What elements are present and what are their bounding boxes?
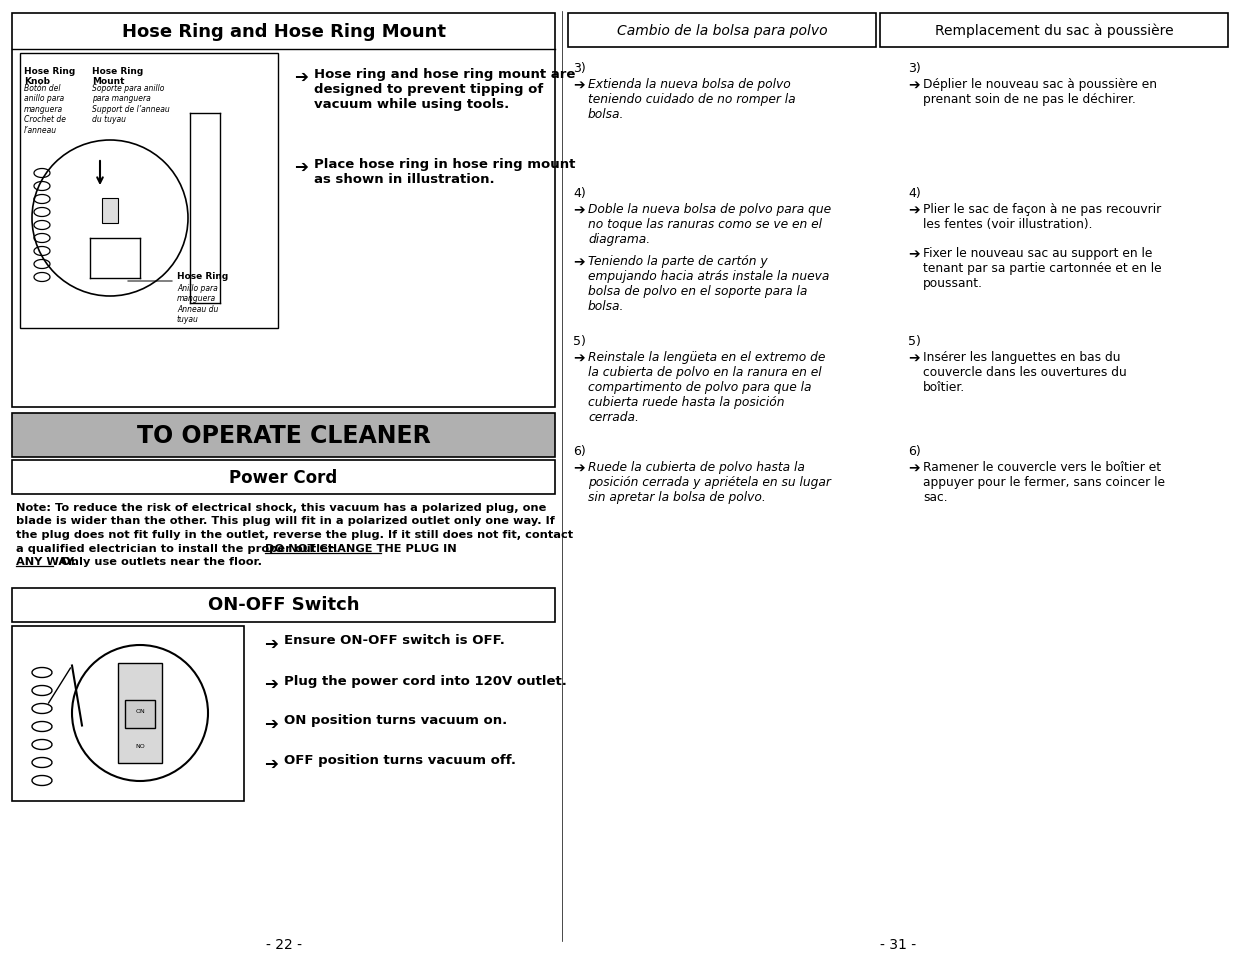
Text: ➔: ➔	[573, 254, 584, 269]
Bar	[125, 700, 156, 728]
Text: Ramener le couvercle vers le boîtier et
appuyer pour le fermer, sans coincer le
: Ramener le couvercle vers le boîtier et …	[923, 460, 1165, 503]
Bar	[881, 14, 1228, 48]
Text: ➔: ➔	[908, 247, 920, 261]
Circle shape	[32, 141, 188, 296]
Text: 5): 5)	[908, 335, 921, 348]
Bar	[12, 414, 555, 457]
Text: ➔: ➔	[294, 158, 308, 175]
Bar	[568, 14, 876, 48]
Text: ➔: ➔	[573, 460, 584, 475]
Text: Plug the power cord into 120V outlet.: Plug the power cord into 120V outlet.	[284, 674, 567, 687]
Text: 4): 4)	[908, 187, 921, 200]
Text: Extienda la nueva bolsa de polvo
teniendo cuidado de no romper la
bolsa.: Extienda la nueva bolsa de polvo teniend…	[588, 78, 795, 121]
Text: ➔: ➔	[264, 674, 278, 692]
Bar	[103, 199, 119, 224]
Text: ➔: ➔	[264, 754, 278, 772]
Text: 6): 6)	[908, 444, 921, 457]
Text: ➔: ➔	[573, 78, 584, 91]
Text: Place hose ring in hose ring mount
as shown in illustration.: Place hose ring in hose ring mount as sh…	[314, 158, 576, 186]
Text: Doble la nueva bolsa de polvo para que
no toque las ranuras como se ve en el
dia: Doble la nueva bolsa de polvo para que n…	[588, 203, 831, 246]
Text: Cambio de la bolsa para polvo: Cambio de la bolsa para polvo	[616, 24, 827, 38]
Text: 3): 3)	[573, 62, 585, 75]
Text: ➔: ➔	[908, 351, 920, 365]
Text: Remplacement du sac à poussière: Remplacement du sac à poussière	[935, 24, 1173, 38]
Text: DO NOT CHANGE THE PLUG IN: DO NOT CHANGE THE PLUG IN	[266, 543, 457, 553]
Text: ➔: ➔	[294, 68, 308, 86]
Text: ➔: ➔	[573, 351, 584, 365]
Text: Reinstale la lengüeta en el extremo de
la cubierta de polvo en la ranura en el
c: Reinstale la lengüeta en el extremo de l…	[588, 351, 825, 423]
Text: Plier le sac de façon à ne pas recouvrir
les fentes (voir illustration).: Plier le sac de façon à ne pas recouvrir…	[923, 203, 1161, 231]
Text: blade is wider than the other. This plug will fit in a polarized outlet only one: blade is wider than the other. This plug…	[16, 516, 555, 526]
Text: 5): 5)	[573, 335, 585, 348]
Text: 3): 3)	[908, 62, 921, 75]
Text: Hose Ring
Knob: Hose Ring Knob	[23, 67, 75, 87]
Text: TO OPERATE CLEANER: TO OPERATE CLEANER	[137, 423, 430, 448]
Text: ANY WAY.: ANY WAY.	[16, 557, 77, 566]
Text: ➔: ➔	[573, 203, 584, 216]
Bar	[12, 626, 245, 801]
Text: 4): 4)	[573, 187, 585, 200]
Text: ➔: ➔	[908, 460, 920, 475]
Text: Hose Ring
Mount: Hose Ring Mount	[91, 67, 143, 87]
Text: Fixer le nouveau sac au support en le
tenant par sa partie cartonnée et en le
po: Fixer le nouveau sac au support en le te…	[923, 247, 1162, 290]
Bar	[20, 54, 278, 329]
Text: Déplier le nouveau sac à poussière en
prenant soin de ne pas le déchirer.: Déplier le nouveau sac à poussière en pr…	[923, 78, 1157, 106]
Text: Botón del
anillo para
manguera
Crochet de
l’anneau: Botón del anillo para manguera Crochet d…	[23, 84, 65, 134]
Text: Ruede la cubierta de polvo hasta la
posición cerrada y apriétela en su lugar
sin: Ruede la cubierta de polvo hasta la posi…	[588, 460, 831, 503]
Text: Power Cord: Power Cord	[230, 469, 337, 486]
Text: NO: NO	[135, 743, 144, 748]
Bar	[12, 588, 555, 622]
Text: OFF position turns vacuum off.: OFF position turns vacuum off.	[284, 754, 516, 767]
Bar	[119, 663, 162, 763]
Text: Ensure ON-OFF switch is OFF.: Ensure ON-OFF switch is OFF.	[284, 634, 505, 647]
Text: - 22 -: - 22 -	[266, 937, 301, 951]
Text: Soporte para anillo
para manguera
Support de l’anneau
du tuyau: Soporte para anillo para manguera Suppor…	[91, 84, 169, 124]
Text: ➔: ➔	[264, 714, 278, 732]
Bar	[12, 460, 555, 495]
Text: ON-OFF Switch: ON-OFF Switch	[207, 596, 359, 614]
Text: Teniendo la parte de cartón y
empujando hacia atrás instale la nueva
bolsa de po: Teniendo la parte de cartón y empujando …	[588, 254, 830, 313]
Text: Hose ring and hose ring mount are
designed to prevent tipping of
vacuum while us: Hose ring and hose ring mount are design…	[314, 68, 576, 111]
Text: ON: ON	[135, 708, 144, 713]
Circle shape	[72, 645, 207, 781]
Text: 6): 6)	[573, 444, 585, 457]
Text: Only use outlets near the floor.: Only use outlets near the floor.	[53, 557, 262, 566]
Text: ➔: ➔	[908, 203, 920, 216]
Text: ON position turns vacuum on.: ON position turns vacuum on.	[284, 714, 508, 727]
Bar	[12, 14, 555, 408]
Text: Anillo para
manguera
Anneau du
tuyau: Anillo para manguera Anneau du tuyau	[177, 284, 219, 324]
Text: ➔: ➔	[264, 634, 278, 652]
Text: Hose Ring and Hose Ring Mount: Hose Ring and Hose Ring Mount	[121, 23, 446, 41]
Text: a qualified electrician to install the proper outlet.: a qualified electrician to install the p…	[16, 543, 342, 553]
Text: Note: To reduce the risk of electrical shock, this vacuum has a polarized plug, : Note: To reduce the risk of electrical s…	[16, 502, 546, 513]
Text: Insérer les languettes en bas du
couvercle dans les ouvertures du
boîtier.: Insérer les languettes en bas du couverc…	[923, 351, 1126, 394]
Text: ➔: ➔	[908, 78, 920, 91]
Text: - 31 -: - 31 -	[879, 937, 916, 951]
Text: the plug does not fit fully in the outlet, reverse the plug. If it still does no: the plug does not fit fully in the outle…	[16, 530, 573, 539]
Text: Hose Ring: Hose Ring	[177, 272, 228, 281]
